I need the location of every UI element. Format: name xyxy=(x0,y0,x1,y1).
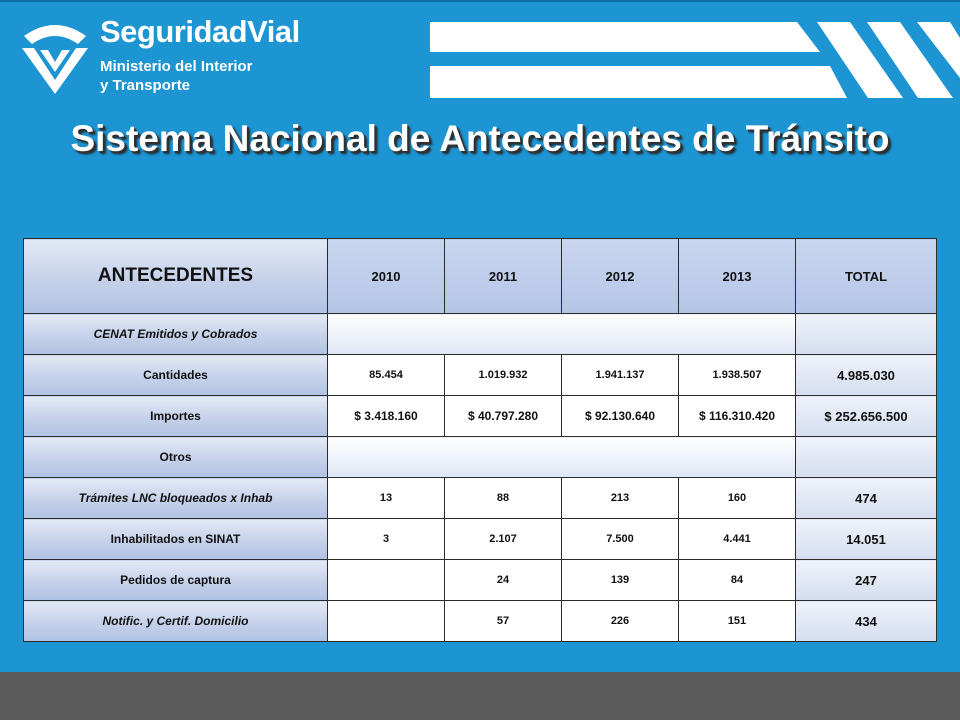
brand-name-part1: Seguridad xyxy=(100,14,248,49)
row-value: 226 xyxy=(561,600,679,642)
row-label: Cantidades xyxy=(23,354,328,396)
row-value: 1.019.932 xyxy=(444,354,562,396)
row-value: 7.500 xyxy=(561,518,679,560)
section-row: CENAT Emitidos y Cobrados xyxy=(23,313,937,355)
row-value: 13 xyxy=(327,477,445,519)
section-row: Otros xyxy=(23,436,937,478)
table-row: Inhabilitados en SINAT 3 2.107 7.500 4.4… xyxy=(23,518,937,560)
row-value: 84 xyxy=(678,559,796,601)
table-row: Importes $ 3.418.160 $ 40.797.280 $ 92.1… xyxy=(23,395,937,437)
row-value: 88 xyxy=(444,477,562,519)
row-value: $ 116.310.420 xyxy=(678,395,796,437)
footer-bar xyxy=(0,672,960,720)
row-value: 1.941.137 xyxy=(561,354,679,396)
table-row: Trámites LNC bloqueados x Inhab 13 88 21… xyxy=(23,477,937,519)
table-row: Cantidades 85.454 1.019.932 1.941.137 1.… xyxy=(23,354,937,396)
table-row: Notific. y Certif. Domicilio 57 226 151 … xyxy=(23,600,937,642)
row-value: 139 xyxy=(561,559,679,601)
row-value xyxy=(327,600,445,642)
section-label: CENAT Emitidos y Cobrados xyxy=(23,313,328,355)
antecedentes-table: ANTECEDENTES 2010 2011 2012 2013 TOTAL C… xyxy=(23,238,937,642)
row-value: $ 92.130.640 xyxy=(561,395,679,437)
row-total: 474 xyxy=(795,477,937,519)
table-row: Pedidos de captura 24 139 84 247 xyxy=(23,559,937,601)
section-fill xyxy=(327,313,796,355)
row-total: 14.051 xyxy=(795,518,937,560)
header-year: 2011 xyxy=(444,238,562,314)
row-value: 1.938.507 xyxy=(678,354,796,396)
seguridad-vial-logo-icon xyxy=(22,25,88,94)
header-year: 2012 xyxy=(561,238,679,314)
page-title: Sistema Nacional de Antecedentes de Trán… xyxy=(70,118,890,159)
decorative-stripes-icon xyxy=(430,22,960,98)
row-label: Importes xyxy=(23,395,328,437)
row-value: 85.454 xyxy=(327,354,445,396)
row-value xyxy=(327,559,445,601)
brand-ministry-line1: Ministerio del Interior xyxy=(100,58,253,75)
top-border xyxy=(0,0,960,2)
header-label: ANTECEDENTES xyxy=(23,238,328,314)
row-value: 57 xyxy=(444,600,562,642)
header-year: 2013 xyxy=(678,238,796,314)
row-label: Trámites LNC bloqueados x Inhab xyxy=(23,477,328,519)
row-total: 434 xyxy=(795,600,937,642)
header-year: 2010 xyxy=(327,238,445,314)
row-total: 4.985.030 xyxy=(795,354,937,396)
brand-name-part2: Vial xyxy=(247,14,300,49)
brand-name: SeguridadVial xyxy=(100,14,300,50)
row-total: $ 252.656.500 xyxy=(795,395,937,437)
section-total-fill xyxy=(795,436,937,478)
row-value: 160 xyxy=(678,477,796,519)
section-fill xyxy=(327,436,796,478)
section-label: Otros xyxy=(23,436,328,478)
row-value: 24 xyxy=(444,559,562,601)
row-total: 247 xyxy=(795,559,937,601)
row-value: 151 xyxy=(678,600,796,642)
row-label: Notific. y Certif. Domicilio xyxy=(23,600,328,642)
row-value: 213 xyxy=(561,477,679,519)
row-value: $ 3.418.160 xyxy=(327,395,445,437)
row-label: Pedidos de captura xyxy=(23,559,328,601)
row-value: 2.107 xyxy=(444,518,562,560)
row-value: 3 xyxy=(327,518,445,560)
table-header-row: ANTECEDENTES 2010 2011 2012 2013 TOTAL xyxy=(23,238,937,314)
section-total-fill xyxy=(795,313,937,355)
row-value: 4.441 xyxy=(678,518,796,560)
brand-ministry-line2: y Transporte xyxy=(100,77,191,94)
row-value: $ 40.797.280 xyxy=(444,395,562,437)
header-total: TOTAL xyxy=(795,238,937,314)
row-label: Inhabilitados en SINAT xyxy=(23,518,328,560)
